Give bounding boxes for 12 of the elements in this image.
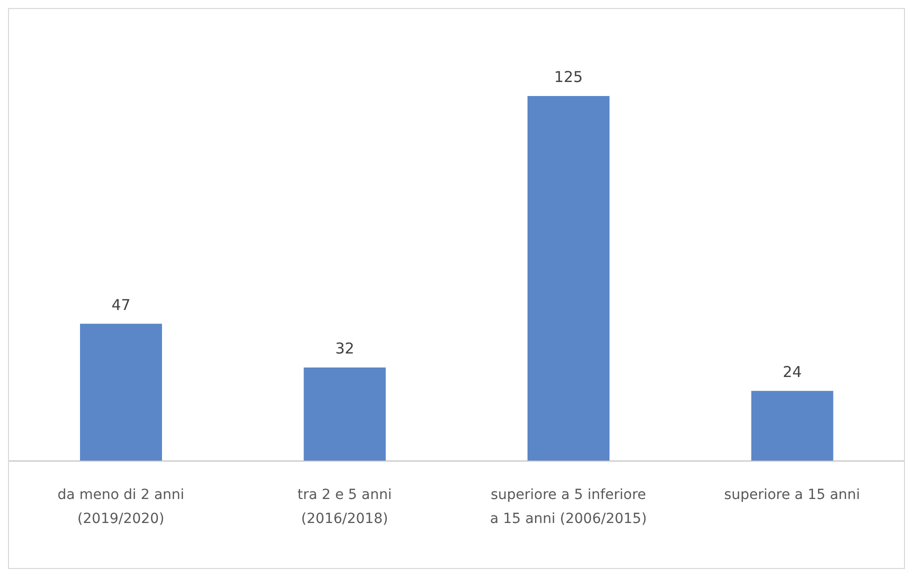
x-tick-label: superiore a 5 inferiore a 15 anni (2006/2015) <box>490 487 647 527</box>
data-label: 125 <box>554 68 583 86</box>
data-label: 24 <box>782 362 802 381</box>
bar <box>304 368 386 461</box>
x-tick-label: da meno di 2 anni (2019/2020) <box>57 487 184 527</box>
x-tick-label: tra 2 e 5 anni (2016/2018) <box>297 487 392 527</box>
data-label: 47 <box>111 296 131 314</box>
bar <box>751 390 834 461</box>
data-label: 32 <box>335 340 354 358</box>
bar <box>80 324 162 461</box>
bar <box>528 96 610 461</box>
x-tick-label: superiore a 15 anni <box>724 487 860 503</box>
